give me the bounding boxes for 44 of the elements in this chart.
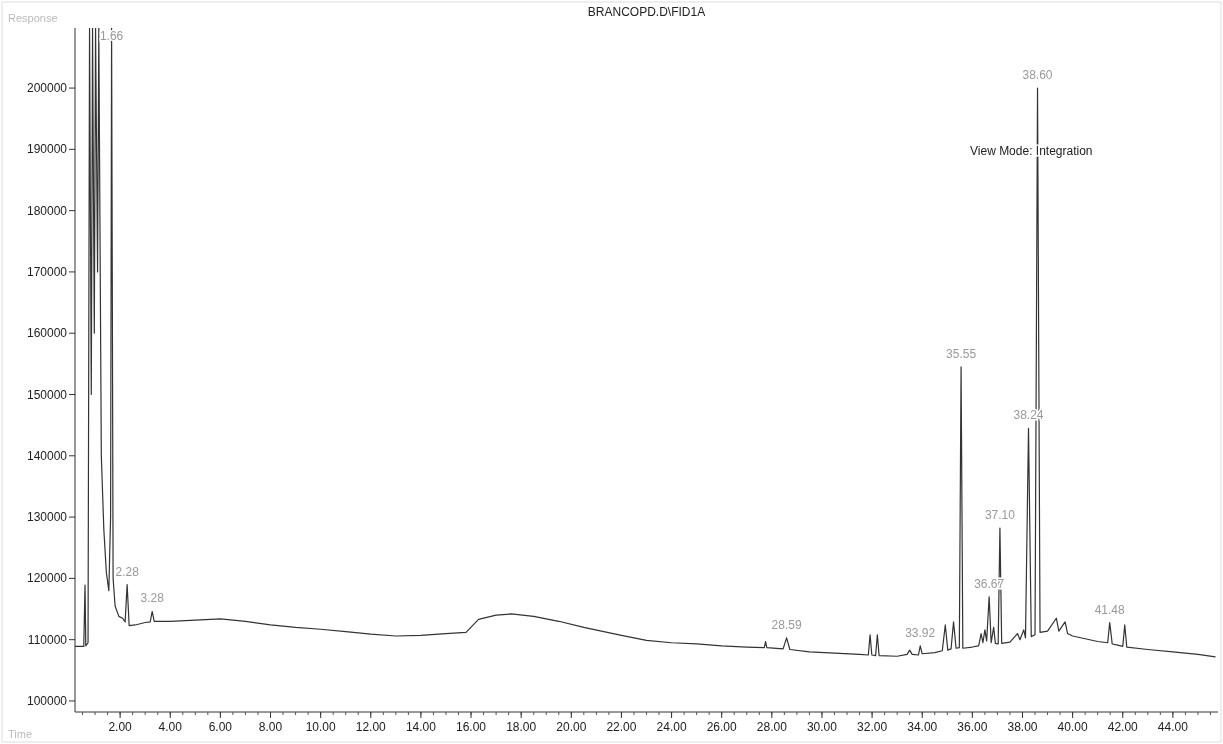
x-tick-label: 26.00 <box>706 720 738 734</box>
x-tick-label: 16.00 <box>456 720 487 734</box>
y-tick-label: 200000 <box>26 81 68 96</box>
x-tick-label: 14.00 <box>405 720 437 734</box>
x-tick-label: 44.00 <box>1157 720 1189 734</box>
annotation: 2.28 <box>115 564 140 579</box>
y-tick-label: 160000 <box>26 326 68 341</box>
y-tick-label: 140000 <box>26 448 68 463</box>
y-tick-label: 180000 <box>26 203 68 218</box>
x-tick-label: 30.00 <box>806 720 838 734</box>
chart-title: BRANCOPD.D\FID1A <box>587 5 706 19</box>
y-tick-label: 120000 <box>26 571 68 586</box>
annotation: 41.48 <box>1094 602 1126 617</box>
y-axis-title: Response <box>8 12 58 24</box>
x-tick-label: 38.00 <box>1007 720 1038 734</box>
x-tick-label: 34.00 <box>907 720 938 734</box>
y-tick-label: 100000 <box>26 693 68 708</box>
y-tick-label: 150000 <box>26 387 68 402</box>
x-tick-label: 36.00 <box>957 720 988 734</box>
annotation: 37.10 <box>984 508 1016 523</box>
annotation: 3.28 <box>140 591 165 606</box>
x-tick-label: 22.00 <box>606 720 637 734</box>
annotation: 38.60 <box>1022 68 1053 83</box>
x-tick-label: 8.00 <box>258 720 283 734</box>
x-axis-title: Time <box>8 728 33 740</box>
x-tick-label: 18.00 <box>506 720 537 734</box>
annotation: 35.55 <box>946 346 977 361</box>
y-tick-label: 170000 <box>26 264 68 279</box>
y-tick-label: 190000 <box>26 142 68 157</box>
x-tick-label: 32.00 <box>857 720 888 734</box>
y-tick-label: 130000 <box>26 510 68 525</box>
x-tick-label: 28.00 <box>756 720 788 734</box>
x-tick-label: 10.00 <box>305 720 336 734</box>
annotation: 28.59 <box>771 617 802 632</box>
x-tick-label: 12.00 <box>355 720 387 734</box>
x-tick-label: 24.00 <box>656 720 687 734</box>
x-tick-label: 40.00 <box>1057 720 1088 734</box>
x-tick-label: 42.00 <box>1107 720 1139 734</box>
x-tick-label: 4.00 <box>158 720 183 734</box>
annotation: 33.92 <box>905 625 936 640</box>
x-tick-label: 6.00 <box>208 720 233 734</box>
x-tick-label: 2.00 <box>108 720 133 734</box>
x-tick-label: 20.00 <box>556 720 587 734</box>
y-tick-label: 110000 <box>27 632 68 647</box>
